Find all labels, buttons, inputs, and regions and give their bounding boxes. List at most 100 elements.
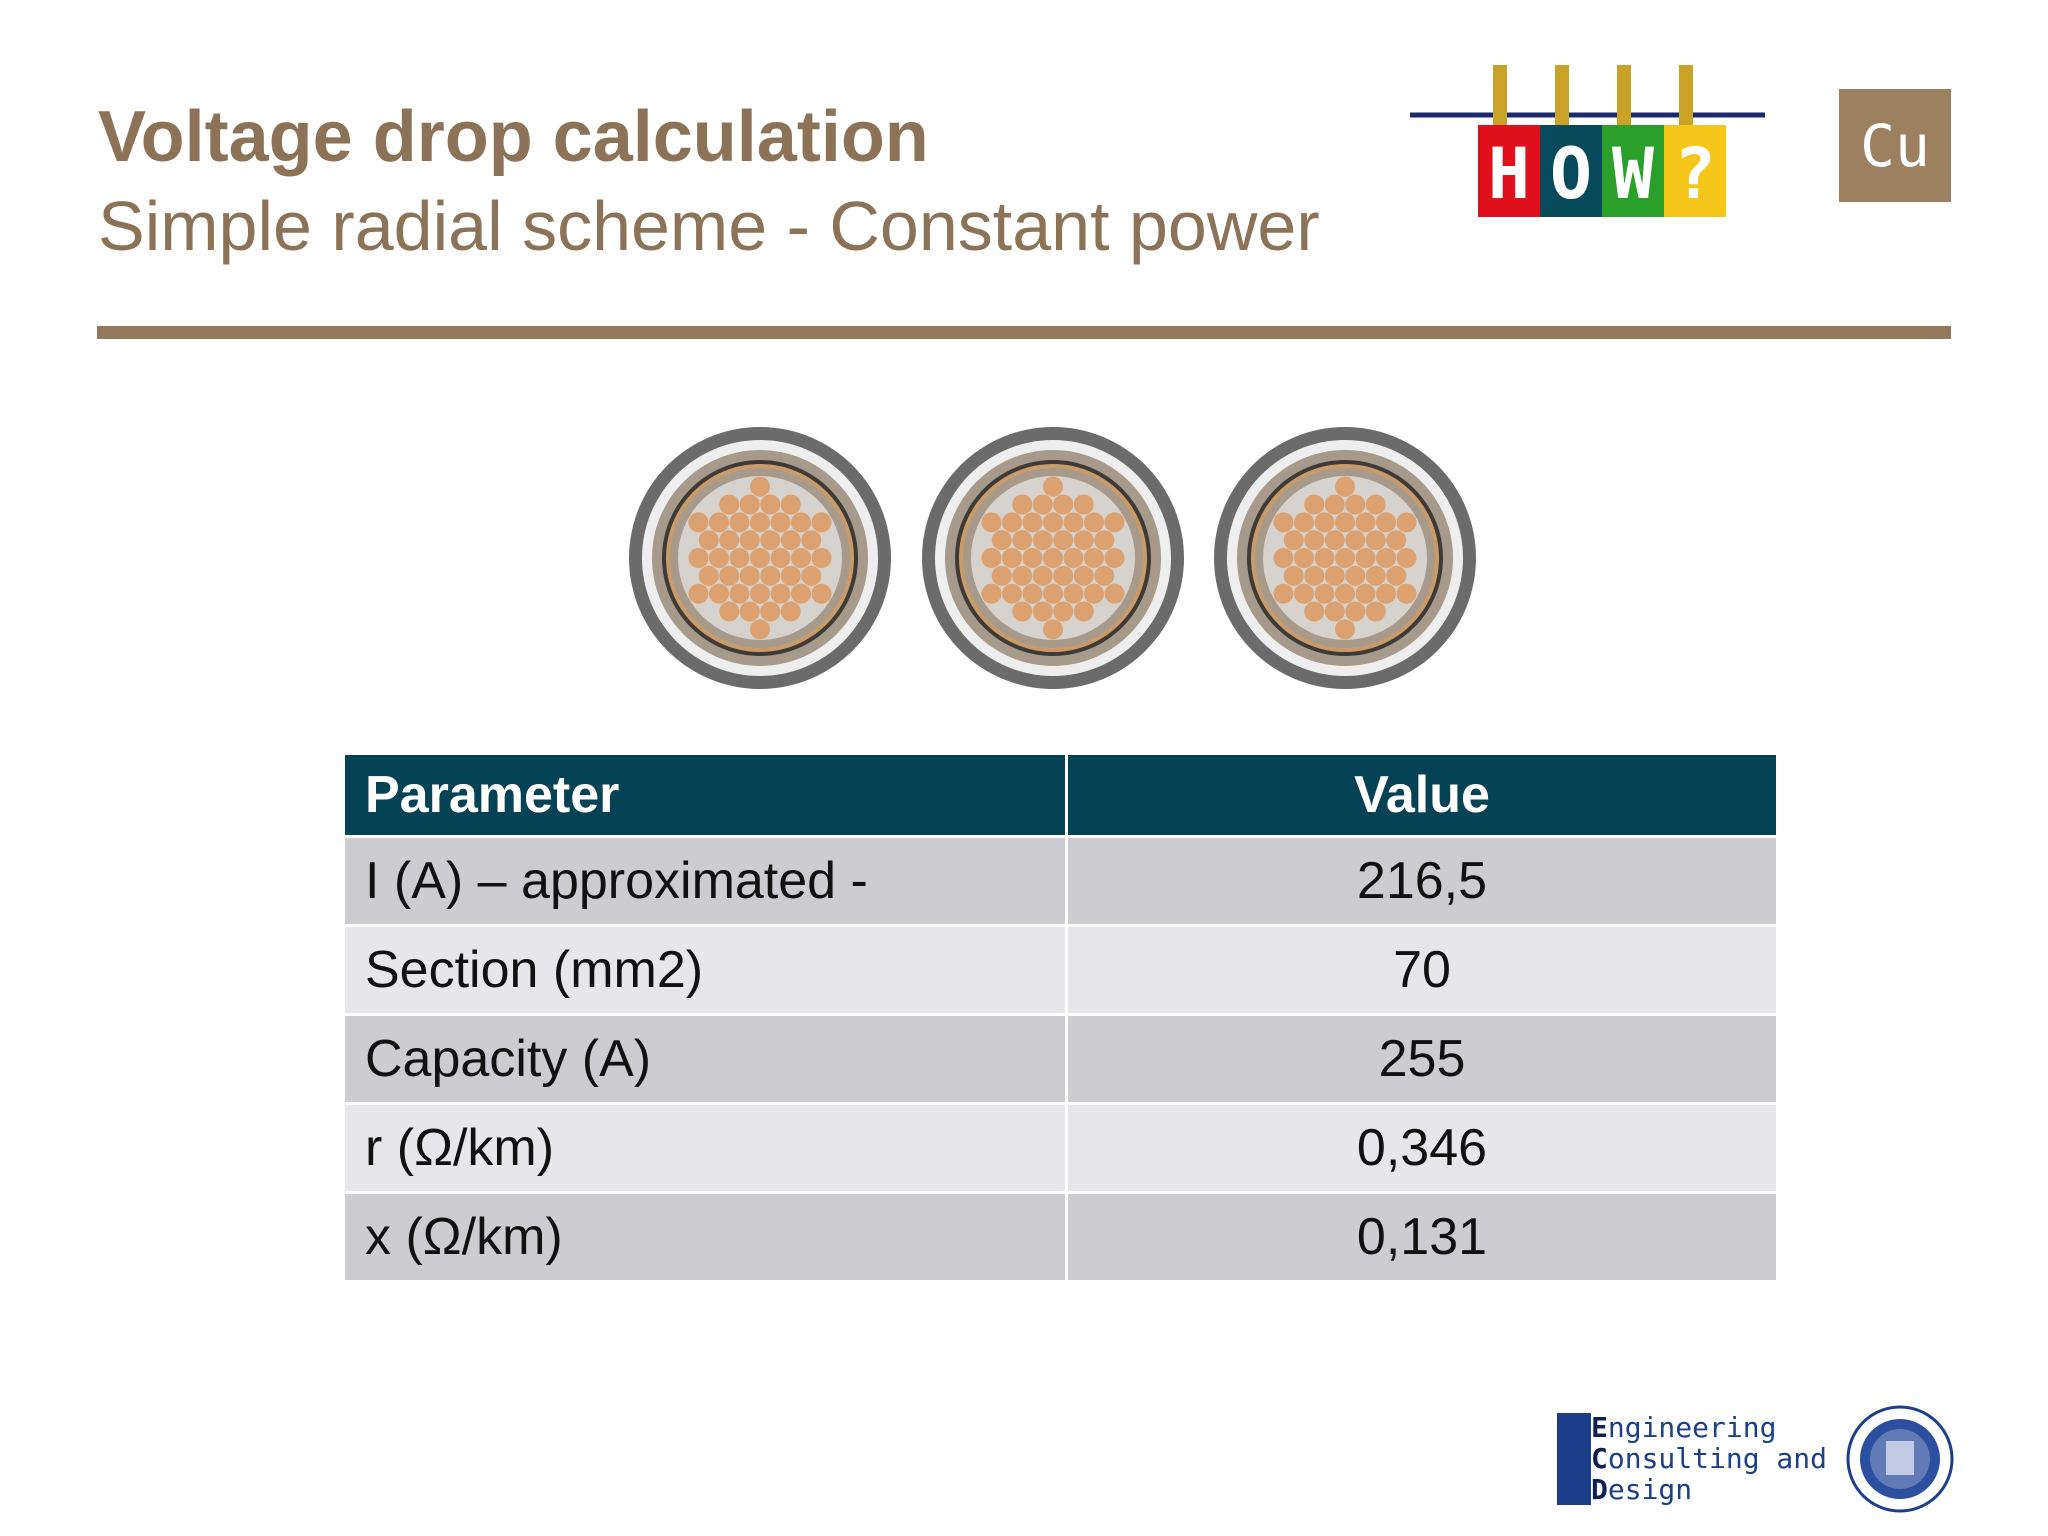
column-header: Parameter <box>342 752 1068 838</box>
cable-part <box>1104 512 1125 533</box>
cable-part <box>1324 530 1345 551</box>
cable-part <box>1386 565 1407 586</box>
cable-part <box>1053 565 1074 586</box>
cable-part <box>1335 476 1355 497</box>
cable-part <box>750 512 770 533</box>
cable-part <box>1376 583 1396 604</box>
cable-part <box>698 565 719 586</box>
cable-part <box>770 548 791 568</box>
cable-part <box>1012 601 1033 622</box>
cable-part <box>981 512 1002 533</box>
cable-part <box>760 494 781 515</box>
cable-part <box>750 476 770 497</box>
cable-part <box>1012 565 1033 586</box>
cable-part <box>801 565 822 586</box>
cable-part <box>1073 530 1094 551</box>
cable-part <box>811 583 832 604</box>
cable-part <box>1335 512 1355 533</box>
cable-part <box>1304 494 1325 515</box>
parameter-cell: x (Ω/km) <box>342 1191 1068 1283</box>
cable-part <box>709 548 729 568</box>
cable-part <box>1104 548 1125 568</box>
cable-part <box>791 583 811 604</box>
cable-part <box>1324 601 1345 622</box>
subtitle: Simple radial scheme - Constant power <box>98 187 1320 265</box>
cable-part <box>760 601 781 622</box>
cable-part <box>760 565 781 586</box>
divider <box>97 326 1951 339</box>
table-row: x (Ω/km) 0,131 <box>342 1191 1779 1283</box>
cable-part <box>1386 530 1407 551</box>
cable-part <box>739 530 760 551</box>
company-line: Design <box>1591 1473 1693 1506</box>
cable-part <box>1396 512 1417 533</box>
cable-part <box>1294 548 1314 568</box>
cable-part <box>1073 565 1094 586</box>
cable-part <box>1324 565 1345 586</box>
cable-part <box>750 619 770 640</box>
cable-part <box>1053 494 1074 515</box>
cable-part <box>1335 583 1355 604</box>
cable-part <box>1314 548 1335 568</box>
cable-part <box>1063 583 1084 604</box>
university-seal <box>1846 1405 1954 1513</box>
logo-letter: O <box>1550 133 1592 215</box>
cable-part <box>1396 548 1417 568</box>
cable-part <box>1355 583 1376 604</box>
cable-part <box>739 601 760 622</box>
cable-part <box>688 583 709 604</box>
cable-part <box>688 548 709 568</box>
table-row: r (Ω/km) 0,346 <box>342 1102 1779 1194</box>
cable-part <box>750 548 770 568</box>
cable-part <box>1345 565 1366 586</box>
cable-part <box>991 565 1012 586</box>
cable-part <box>1063 548 1084 568</box>
cable-part <box>1073 601 1094 622</box>
cable-part <box>739 565 760 586</box>
cable-part <box>1345 494 1366 515</box>
cable-part <box>1304 565 1325 586</box>
cable-part <box>1314 583 1335 604</box>
cable-part <box>780 565 801 586</box>
cable-part <box>1022 512 1043 533</box>
cable-illustration <box>629 427 1476 689</box>
cable-part <box>1314 512 1335 533</box>
cable-part <box>981 548 1002 568</box>
cable-part <box>698 530 719 551</box>
cable-part <box>1294 583 1314 604</box>
company-line: Engineering <box>1591 1411 1777 1444</box>
cable-part <box>1104 583 1125 604</box>
table-row: Section (mm2) 70 <box>342 924 1779 1016</box>
logo-letter: H <box>1488 133 1530 215</box>
cable-part <box>981 583 1002 604</box>
cable-part <box>1002 512 1022 533</box>
cable-part <box>688 512 709 533</box>
cable-part <box>1345 601 1366 622</box>
cable-part <box>1043 512 1063 533</box>
parameter-cell: I (A) – approximated - <box>342 835 1068 927</box>
cable-part <box>729 583 750 604</box>
cable-part <box>1084 583 1104 604</box>
title: Voltage drop calculation <box>98 97 929 177</box>
cable-part <box>1084 548 1104 568</box>
cable-part <box>1032 601 1053 622</box>
cable-part <box>1335 548 1355 568</box>
cable-part <box>1094 530 1115 551</box>
cable-part <box>1094 565 1115 586</box>
cable-part <box>1032 565 1053 586</box>
parameter-table: Parameter Value I (A) – approximated -21… <box>342 752 1779 1283</box>
cable-part <box>1355 548 1376 568</box>
cable-part <box>1002 548 1022 568</box>
cable-part <box>1063 512 1084 533</box>
cable-part <box>729 512 750 533</box>
cable-part <box>760 530 781 551</box>
cable-part <box>791 512 811 533</box>
cable-part <box>1335 619 1355 640</box>
parameter-cell: Section (mm2) <box>342 924 1068 1016</box>
cable-part <box>1355 512 1376 533</box>
value-cell: 216,5 <box>1065 835 1779 927</box>
cable-part <box>991 530 1012 551</box>
cable-part <box>780 494 801 515</box>
cable-part <box>1053 601 1074 622</box>
cable-part <box>780 530 801 551</box>
